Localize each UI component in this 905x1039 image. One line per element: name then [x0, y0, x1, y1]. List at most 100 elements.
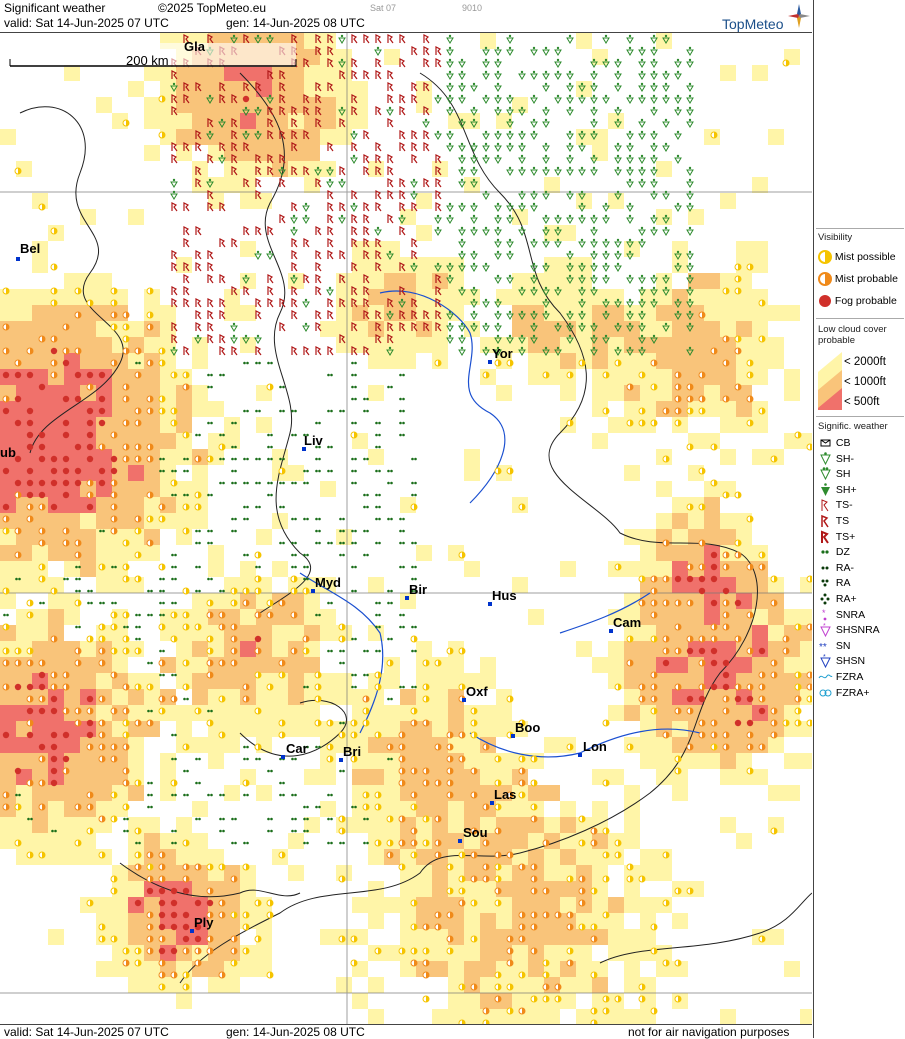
- mist-possible-symbol: [219, 732, 225, 738]
- drizzle-symbol: [207, 578, 213, 581]
- thunderstorm-symbol: [268, 287, 273, 295]
- mist-probable-symbol: [111, 432, 117, 438]
- mist-probable-symbol: [519, 768, 525, 774]
- mist-possible-symbol: [519, 792, 525, 798]
- city-label-ub: ub: [0, 445, 16, 460]
- shower-symbol: [687, 227, 693, 235]
- mist-probable-symbol: [591, 840, 597, 846]
- mist-probable-symbol: [27, 696, 33, 702]
- city-label-bri: Bri: [343, 744, 361, 759]
- drizzle-symbol: [363, 842, 369, 845]
- drizzle-symbol: [147, 614, 153, 617]
- mist-possible-symbol: [27, 648, 33, 654]
- drizzle-symbol: [267, 818, 273, 821]
- mist-probable-icon: [818, 272, 832, 286]
- drizzle-symbol: [339, 650, 345, 653]
- mist-possible-symbol: [699, 468, 705, 474]
- shower-symbol: [423, 119, 429, 127]
- topmeteo-logo[interactable]: TopMeteo: [720, 0, 812, 32]
- mist-possible-symbol: [735, 276, 741, 282]
- mist-probable-symbol: [735, 348, 741, 354]
- fog-symbol: [3, 732, 9, 738]
- mist-probable-symbol: [723, 744, 729, 750]
- mist-probable-symbol: [279, 600, 285, 606]
- mist-possible-symbol: [267, 600, 273, 606]
- shower-symbol: [543, 107, 549, 115]
- shower-symbol: [531, 47, 537, 55]
- mist-probable-symbol: [123, 768, 129, 774]
- legend-sigwx-fzra: FZRA: [818, 670, 863, 684]
- thunderstorm-symbol: [400, 179, 405, 187]
- mist-possible-symbol: [435, 660, 441, 666]
- mist-probable-symbol: [39, 540, 45, 546]
- shower-symbol: [615, 263, 621, 271]
- fog-symbol: [87, 720, 93, 726]
- mist-probable-symbol: [471, 984, 477, 990]
- fog-symbol: [207, 900, 213, 906]
- mist-probable-symbol: [135, 444, 141, 450]
- legend-sigwx-ra-minus: RA-: [818, 561, 854, 575]
- mist-possible-symbol: [495, 468, 501, 474]
- mist-probable-symbol: [63, 528, 69, 534]
- mist-possible-symbol: [159, 96, 165, 102]
- mist-probable-symbol: [663, 408, 669, 414]
- drizzle-symbol: [279, 506, 285, 509]
- mist-probable-symbol: [411, 840, 417, 846]
- fog-symbol: [195, 936, 201, 942]
- drizzle-symbol: [159, 650, 165, 653]
- fog-symbol: [63, 360, 69, 366]
- shower-symbol: [567, 215, 573, 223]
- mist-possible-symbol: [147, 288, 153, 294]
- mist-probable-symbol: [723, 600, 729, 606]
- mist-probable-symbol: [123, 456, 129, 462]
- fog-symbol: [39, 672, 45, 678]
- shower-symbol: [675, 71, 681, 79]
- shower-symbol: [675, 107, 681, 115]
- mist-probable-symbol: [747, 396, 753, 402]
- mist-possible-symbol: [123, 648, 129, 654]
- mist-possible-symbol: [447, 888, 453, 894]
- mist-probable-symbol: [183, 384, 189, 390]
- drizzle-symbol: [339, 770, 345, 773]
- mist-possible-symbol: [123, 732, 129, 738]
- drizzle-symbol: [207, 794, 213, 797]
- mist-probable-symbol: [123, 744, 129, 750]
- drizzle-symbol: [243, 482, 249, 485]
- mist-possible-symbol: [471, 708, 477, 714]
- thunderstorm-symbol: [316, 275, 321, 283]
- fog-symbol: [711, 660, 717, 666]
- mist-probable-symbol: [771, 732, 777, 738]
- drizzle-symbol: [375, 434, 381, 437]
- mist-possible-symbol: [207, 648, 213, 654]
- city-marker: [511, 734, 515, 738]
- sigwx-sh--icon: [818, 452, 833, 466]
- shower-symbol: [687, 107, 693, 115]
- shower-symbol: [303, 203, 309, 211]
- mist-possible-symbol: [375, 792, 381, 798]
- mist-probable-symbol: [39, 696, 45, 702]
- shower-symbol: [483, 323, 489, 331]
- mist-possible-symbol: [411, 900, 417, 906]
- mist-possible-symbol: [39, 852, 45, 858]
- drizzle-symbol: [363, 398, 369, 401]
- legend-sigwx-sh: SH: [818, 467, 851, 481]
- mist-possible-symbol: [531, 780, 537, 786]
- drizzle-symbol: [291, 818, 297, 821]
- mist-possible-symbol: [363, 720, 369, 726]
- mist-possible-symbol: [747, 768, 753, 774]
- thunderstorm-symbol: [400, 59, 405, 67]
- mist-possible-symbol: [351, 936, 357, 942]
- city-label-sou: Sou: [463, 825, 488, 840]
- mist-probable-symbol: [123, 312, 129, 318]
- mist-probable-symbol: [687, 600, 693, 606]
- thunderstorm-symbol: [208, 299, 213, 307]
- mist-possible-symbol: [687, 408, 693, 414]
- mist-possible-symbol: [231, 912, 237, 918]
- shower-symbol: [495, 95, 501, 103]
- drizzle-symbol: [243, 458, 249, 461]
- mist-possible-symbol: [363, 708, 369, 714]
- thunderstorm-symbol: [184, 227, 189, 235]
- fog-symbol: [3, 468, 9, 474]
- shower-symbol: [627, 47, 633, 55]
